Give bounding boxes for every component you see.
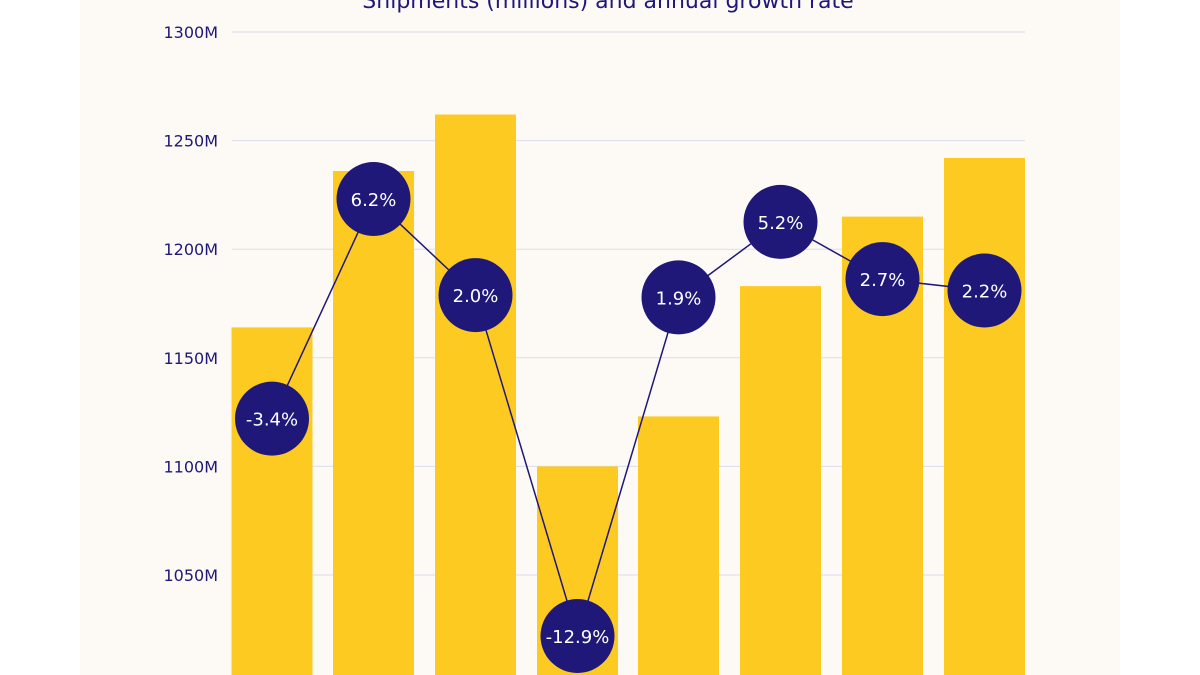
y-tick-label: 1100M: [163, 457, 218, 476]
growth-point: [336, 162, 411, 236]
growth-label: -12.9%: [546, 627, 610, 648]
growth-point: [438, 258, 513, 333]
growth-label: 5.2%: [758, 213, 804, 234]
growth-point: [743, 184, 818, 259]
growth-point: [947, 253, 1022, 328]
growth-point: [641, 260, 716, 335]
growth-label: 2.2%: [962, 282, 1008, 303]
y-tick-label: 1200M: [163, 240, 218, 259]
growth-label: 2.7%: [860, 270, 906, 291]
growth-label: 1.9%: [656, 288, 702, 309]
growth-point: [845, 242, 920, 317]
y-tick-label: 1050M: [163, 566, 218, 585]
bar: [333, 171, 414, 675]
chart-title: Shipments (millions) and annual growth r…: [362, 0, 853, 14]
y-tick-label: 1250M: [163, 132, 218, 151]
growth-label: 2.0%: [453, 286, 499, 307]
y-tick-label: 1300M: [163, 23, 218, 42]
growth-point: [540, 599, 615, 674]
bar: [231, 327, 313, 675]
bar: [944, 157, 1025, 675]
bar: [638, 416, 719, 675]
bar: [740, 286, 821, 675]
y-tick-label: 1150M: [163, 349, 218, 368]
bar: [435, 114, 516, 675]
growth-label: 6.2%: [351, 190, 397, 211]
growth-point: [235, 381, 309, 456]
growth-label: -3.4%: [246, 410, 298, 431]
